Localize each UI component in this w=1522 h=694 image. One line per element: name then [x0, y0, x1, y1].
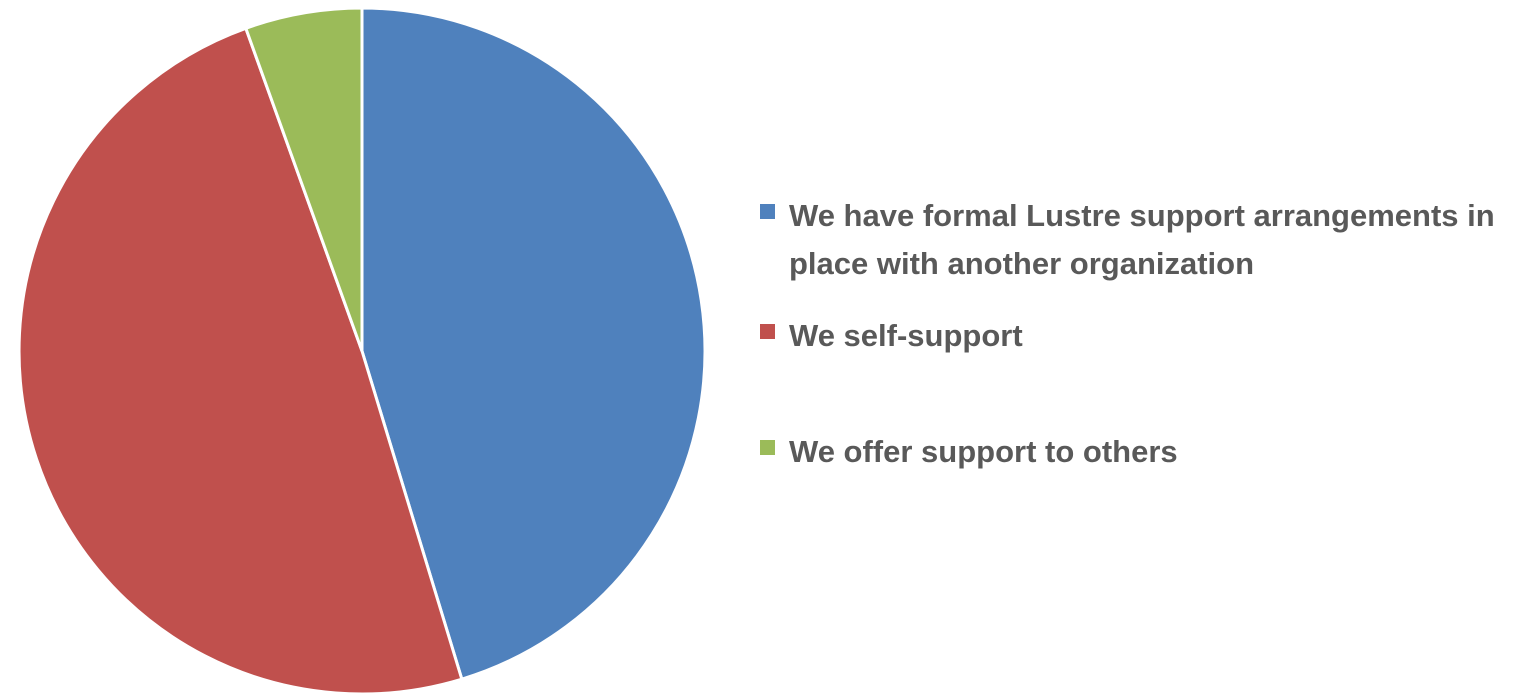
legend-item-formal-support: We have formal Lustre support arrangemen… — [760, 192, 1505, 288]
legend-swatch-offer-support — [760, 440, 775, 455]
legend-label-formal-support: We have formal Lustre support arrangemen… — [789, 198, 1495, 281]
pie-slice-self-support — [17, 26, 464, 694]
legend-label-self-support: We self-support — [789, 318, 1023, 353]
legend-swatch-self-support — [760, 324, 775, 339]
legend: We have formal Lustre support arrangemen… — [760, 192, 1505, 476]
legend-label-offer-support: We offer support to others — [789, 434, 1178, 469]
pie-slice-offer-support — [244, 6, 364, 353]
pie-slice-formal-support — [360, 6, 707, 681]
legend-swatch-formal-support — [760, 204, 775, 219]
legend-item-offer-support: We offer support to others — [760, 428, 1505, 476]
legend-item-self-support: We self-support — [760, 312, 1505, 360]
